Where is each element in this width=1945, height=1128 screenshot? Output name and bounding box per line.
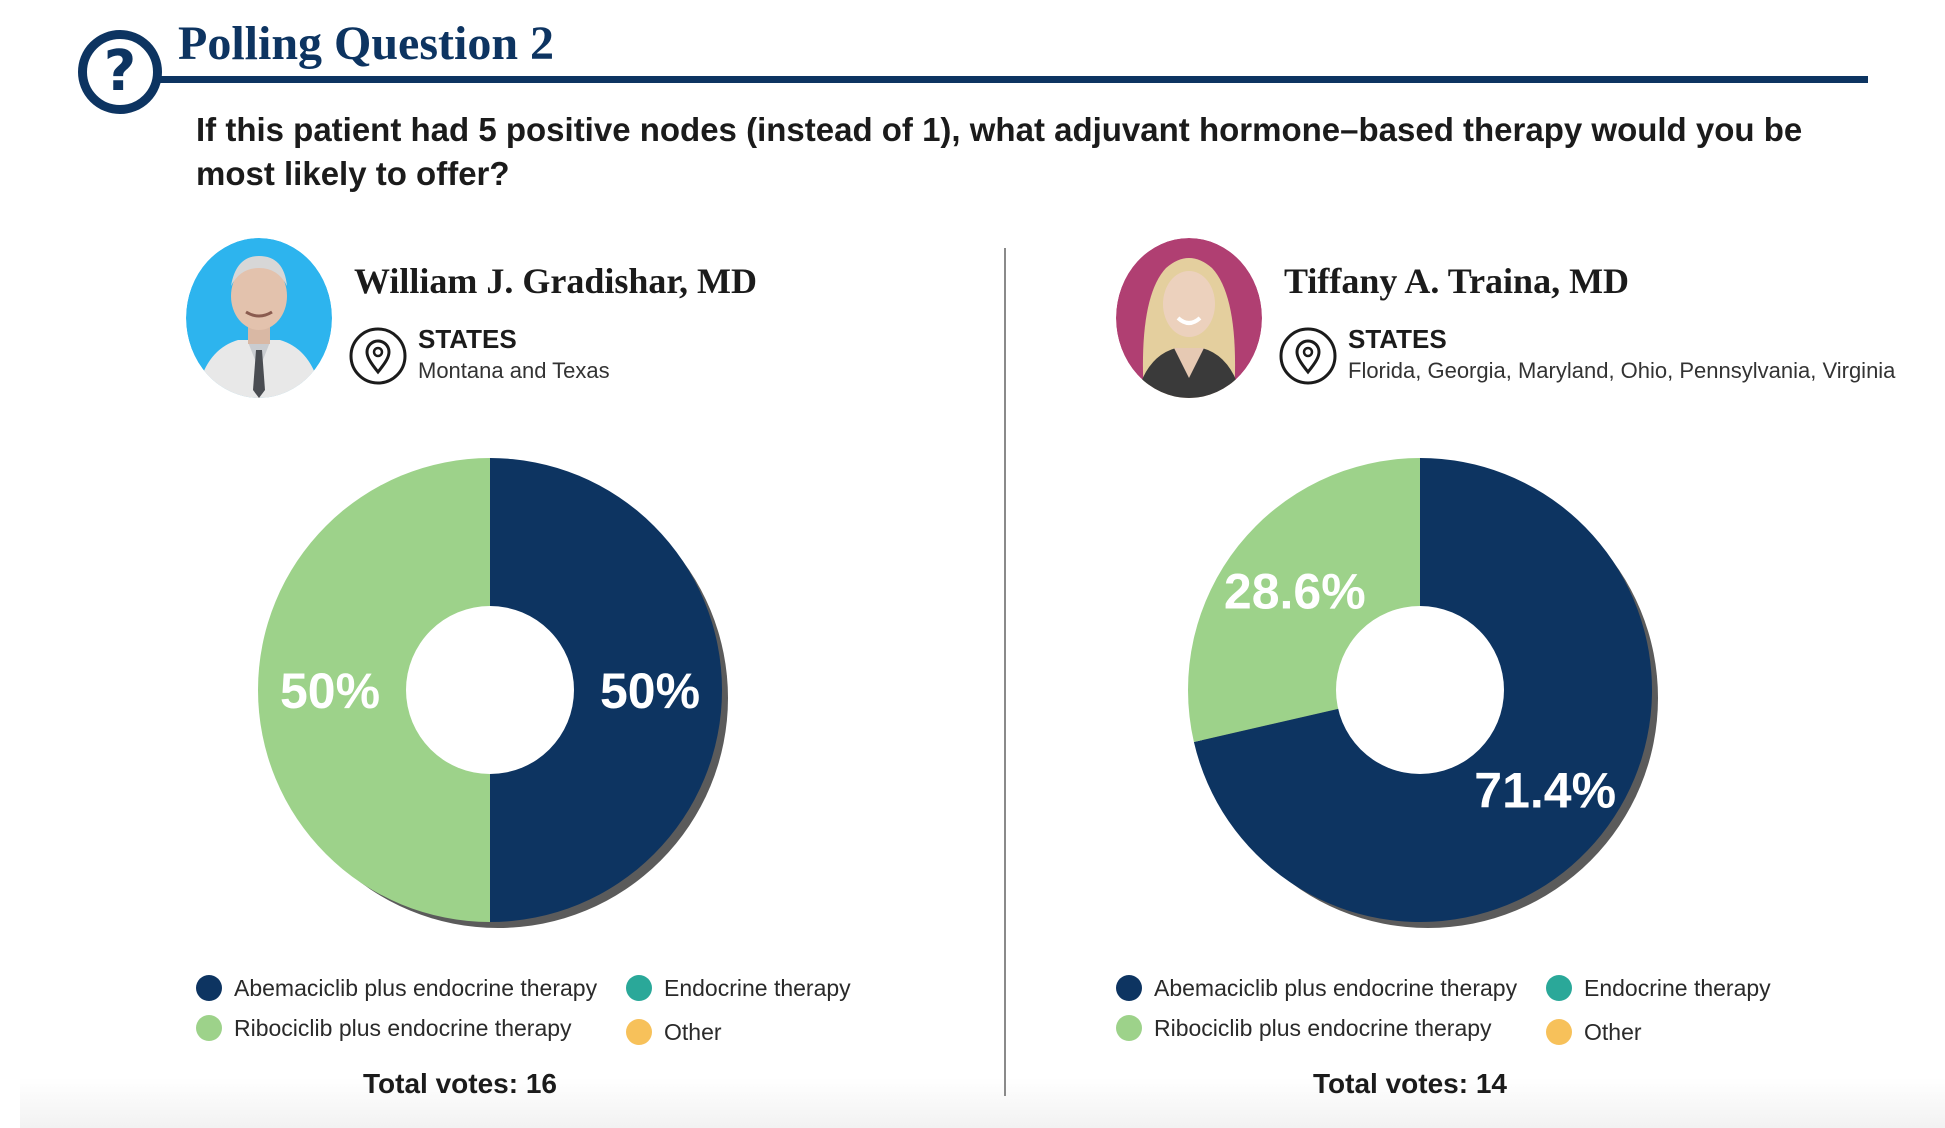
avatar — [186, 238, 332, 398]
panel-traina: Tiffany A. Traina, MD STATES Florida, Ge… — [1110, 230, 1945, 1110]
data-label: 71.4% — [1474, 763, 1616, 819]
legend-label: Other — [1584, 1018, 1642, 1045]
legend-item-other: Other — [626, 1014, 722, 1050]
title-row: ? Polling Question 2 — [78, 16, 1868, 116]
question-circle-icon: ? — [78, 30, 162, 114]
legend-item-endocrine: Endocrine therapy — [626, 970, 851, 1006]
legend-swatch — [196, 975, 222, 1001]
total-votes: Total votes: 16 — [363, 1068, 557, 1099]
legend-swatch — [196, 1015, 222, 1041]
data-label: 28.6% — [1224, 563, 1366, 619]
legend-swatch — [1116, 1015, 1142, 1041]
legend-label: Ribociclib plus endocrine therapy — [234, 1014, 572, 1041]
legend-swatch — [1116, 975, 1142, 1001]
legend: Abemaciclib plus endocrine therapy Endoc… — [186, 970, 906, 1060]
slice-abemaciclib — [490, 458, 722, 922]
states-label: STATES — [418, 324, 517, 354]
states-label: STATES — [1348, 324, 1447, 354]
legend-label: Ribociclib plus endocrine therapy — [1154, 1014, 1492, 1041]
donut-hole — [1336, 606, 1504, 774]
panel-gradishar: William J. Gradishar, MD STATES Montana … — [180, 230, 1120, 1110]
doctor-name: William J. Gradishar, MD — [354, 261, 758, 301]
legend-swatch — [1546, 975, 1572, 1001]
location-pin-icon — [348, 326, 408, 386]
data-label: 50% — [280, 663, 380, 719]
donut-hole — [406, 606, 574, 774]
poll-question: If this patient had 5 positive nodes (in… — [196, 111, 1803, 192]
legend-item-ribociclib: Ribociclib plus endocrine therapy — [1116, 1010, 1492, 1046]
legend-swatch — [1546, 1019, 1572, 1045]
legend-item-ribociclib: Ribociclib plus endocrine therapy — [196, 1010, 572, 1046]
legend-label: Endocrine therapy — [664, 974, 851, 1001]
legend-item-other: Other — [1546, 1014, 1642, 1050]
donut-chart-gradishar: 50% 50% — [258, 458, 728, 928]
avatar — [1116, 238, 1262, 398]
location-pin-icon — [1278, 326, 1338, 386]
legend-label: Abemaciclib plus endocrine therapy — [1154, 974, 1518, 1001]
legend-label: Endocrine therapy — [1584, 974, 1771, 1001]
states-value: Florida, Georgia, Maryland, Ohio, Pennsy… — [1348, 358, 1896, 383]
donut-chart-traina: 71.4% 28.6% — [1188, 458, 1658, 928]
legend-item-abemaciclib: Abemaciclib plus endocrine therapy — [1116, 970, 1517, 1006]
data-label: 50% — [600, 663, 700, 719]
doctor-name: Tiffany A. Traina, MD — [1284, 261, 1630, 301]
title-rule — [156, 76, 1868, 83]
legend-label: Abemaciclib plus endocrine therapy — [234, 974, 598, 1001]
page-title: Polling Question 2 — [178, 17, 555, 70]
panel-divider — [1004, 248, 1006, 1096]
legend-item-endocrine: Endocrine therapy — [1546, 970, 1771, 1006]
legend-label: Other — [664, 1018, 722, 1045]
total-votes: Total votes: 14 — [1313, 1068, 1507, 1099]
legend-swatch — [626, 1019, 652, 1045]
legend: Abemaciclib plus endocrine therapy Endoc… — [1116, 970, 1836, 1060]
legend-swatch — [626, 975, 652, 1001]
legend-item-abemaciclib: Abemaciclib plus endocrine therapy — [196, 970, 597, 1006]
states-value: Montana and Texas — [418, 358, 610, 383]
slice-ribociclib — [258, 458, 490, 922]
